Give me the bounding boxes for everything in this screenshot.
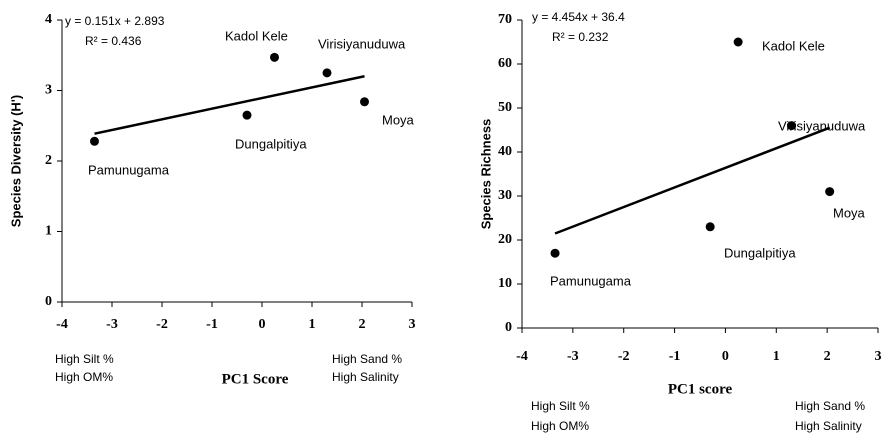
x-tick-label: -4 — [516, 349, 528, 364]
y-axis-label: Species Richness — [478, 119, 493, 230]
point-label: Kadol Kele — [225, 28, 288, 43]
trend-equation: y = 0.151x + 2.893 — [65, 14, 165, 28]
point — [322, 68, 332, 78]
point — [360, 97, 369, 107]
x-axis-label: PC1 Score — [222, 371, 289, 387]
y-tick-label: 20 — [498, 232, 512, 247]
trend-line — [554, 126, 831, 235]
y-tick-label: 50 — [498, 100, 512, 115]
y-tick-label: 0 — [45, 294, 52, 309]
x-tick-label: 0 — [722, 349, 729, 364]
x-tick-label: -1 — [669, 349, 681, 364]
point-label: Moya — [382, 112, 415, 127]
x-tick-label: -2 — [618, 349, 630, 364]
point — [270, 52, 279, 62]
x-tick-label: 3 — [409, 317, 416, 332]
point-label: Kadol Kele — [762, 38, 825, 53]
y-tick-label: 1 — [45, 224, 52, 239]
axis-note: High Silt % — [531, 399, 590, 413]
axis-note: High Silt % — [55, 352, 114, 366]
axis-note: High OM% — [55, 370, 113, 384]
y-tick-label: 40 — [498, 144, 512, 159]
point-label: Pamunugama — [550, 273, 632, 288]
y-tick-label: 60 — [498, 56, 512, 71]
y-tick-label: 4 — [45, 12, 52, 27]
point — [550, 248, 560, 258]
x-tick-label: 1 — [773, 349, 780, 364]
y-tick-label: 0 — [505, 320, 512, 335]
x-tick-label: 2 — [359, 317, 366, 332]
x-tick-label: -4 — [56, 317, 68, 332]
axis-note: High Salinity — [332, 370, 399, 384]
x-tick-label: 0 — [259, 317, 266, 332]
y-tick-label: 30 — [498, 188, 512, 203]
axis-note: High Salinity — [795, 419, 862, 433]
x-tick-label: -2 — [156, 317, 168, 332]
point — [242, 110, 252, 120]
y-tick-label: 2 — [45, 153, 52, 168]
x-tick-label: 1 — [309, 317, 316, 332]
r-squared: R² = 0.436 — [85, 34, 142, 48]
point — [825, 187, 835, 197]
x-tick-label: 2 — [824, 349, 831, 364]
y-tick-label: 70 — [498, 12, 512, 27]
axis-note: High Sand % — [332, 352, 402, 366]
y-tick-label: 10 — [498, 276, 512, 291]
x-tick-label: -1 — [206, 317, 218, 332]
x-tick-label: -3 — [106, 317, 118, 332]
point-label: Virisiyanuduwa — [778, 118, 866, 133]
y-axis-label: Species Diversity (H') — [8, 95, 23, 227]
point — [90, 136, 99, 146]
trend-equation: y = 4.454x + 36.4 — [532, 10, 625, 24]
trend-line — [94, 74, 365, 135]
point — [733, 37, 743, 47]
point-label: Pamunugama — [88, 162, 170, 177]
point — [705, 222, 715, 232]
point-label: Dungalpitiya — [724, 245, 796, 260]
x-tick-label: -3 — [567, 349, 579, 364]
x-axis-label: PC1 score — [668, 381, 733, 397]
axis-note: High OM% — [531, 419, 589, 433]
axis-note: High Sand % — [795, 399, 865, 413]
r-squared: R² = 0.232 — [552, 30, 609, 44]
point-label: Moya — [833, 205, 866, 220]
point-label: Dungalpitiya — [235, 136, 307, 151]
x-tick-label: 3 — [875, 349, 882, 364]
y-tick-label: 3 — [45, 83, 52, 98]
point — [787, 121, 797, 131]
point-label: Virisiyanuduwa — [318, 36, 406, 51]
